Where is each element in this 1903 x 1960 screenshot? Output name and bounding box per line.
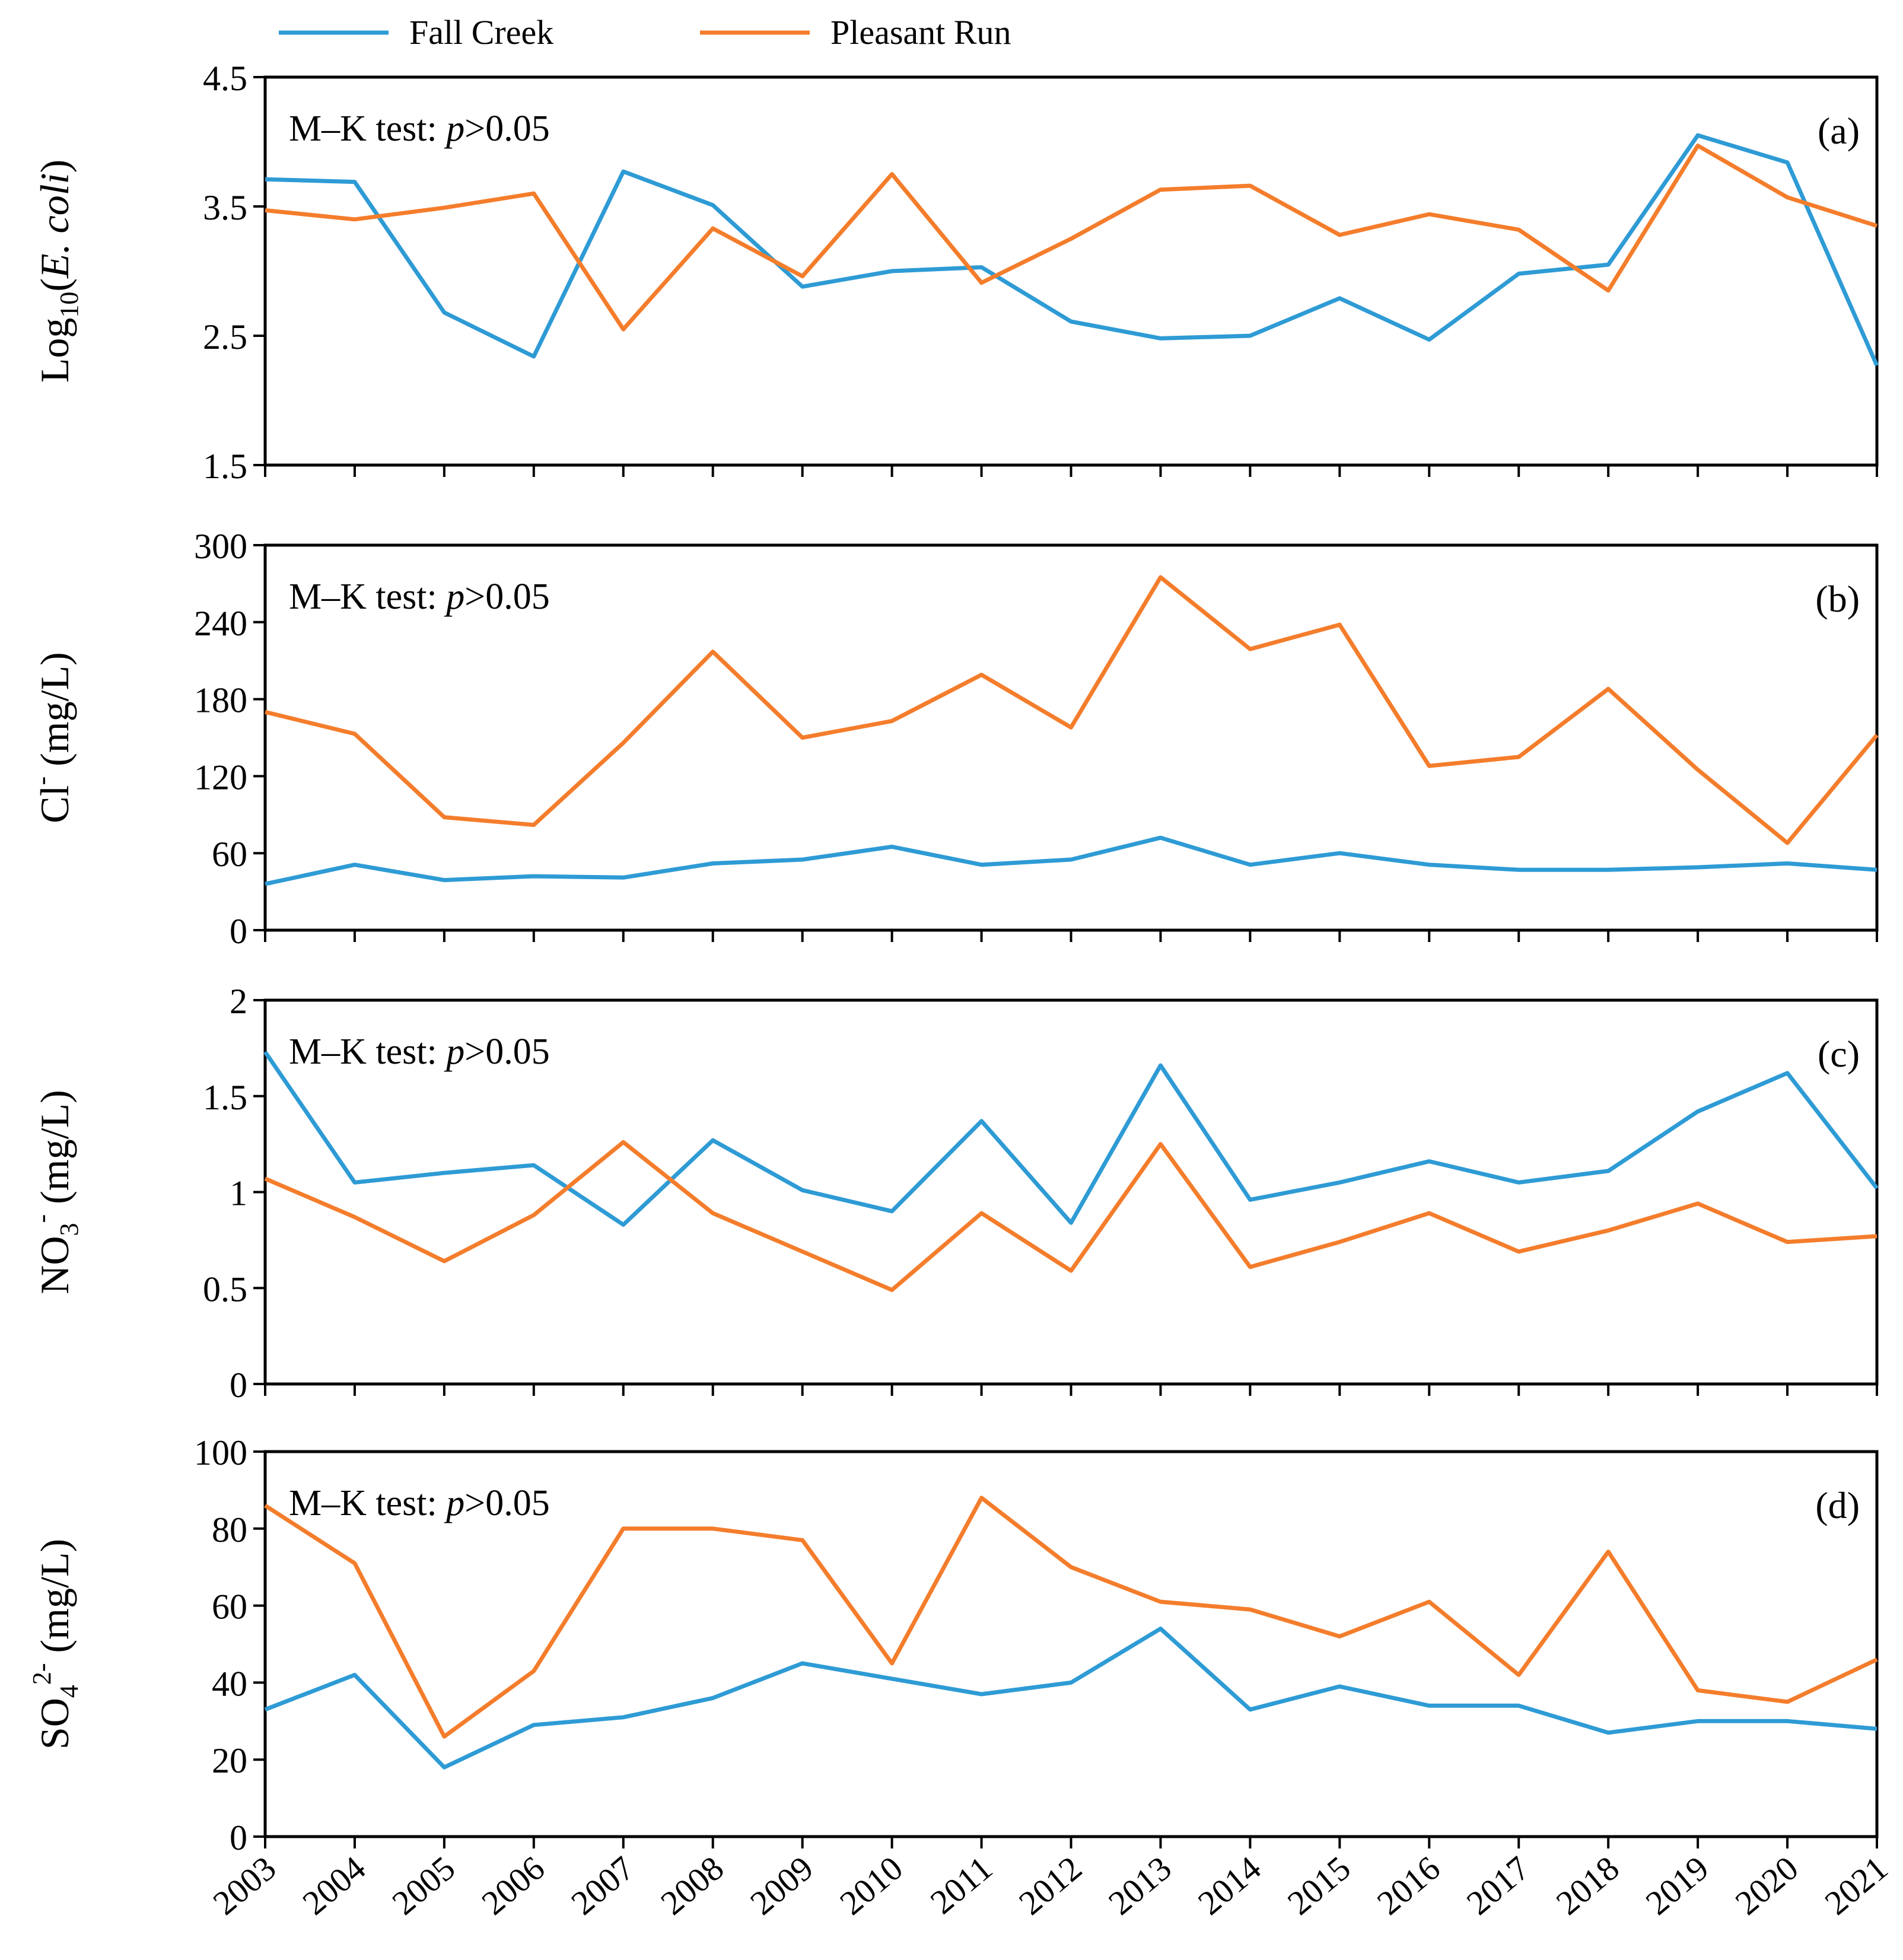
annotation-suffix: >0.05 [464, 1483, 549, 1523]
y-tick-label: 0.5 [203, 1269, 247, 1309]
annotation-p: p [444, 1032, 464, 1072]
mk-test-annotation: M–K test: p>0.05 [289, 577, 550, 617]
x-tick-label: 2005 [385, 1848, 463, 1922]
panel-c: 0 0.5 1 1.5 2 M–K test: p>0.05 (c) NO3- (mg/L) [27, 982, 1879, 1405]
y-tick-label: 100 [194, 1433, 247, 1472]
y-tick-label: 60 [212, 835, 247, 874]
x-tick-label: 2015 [1280, 1848, 1358, 1922]
legend-item: Fall Creek [279, 13, 553, 52]
ylabel-subscript: 4 [55, 1685, 84, 1698]
mk-test-annotation: M–K test: p>0.05 [289, 1483, 550, 1523]
series-line-fall-creek [263, 1051, 1879, 1227]
ylabel-unit: (mg/L) [32, 1539, 77, 1663]
panel-label: (b) [1815, 578, 1860, 620]
x-tick-label: 2009 [743, 1848, 820, 1922]
y-tick-label: 1.5 [203, 1078, 247, 1117]
mk-test-annotation: M–K test: p>0.05 [289, 109, 550, 149]
ylabel-superscript: - [27, 1214, 56, 1223]
series-line-pleasant-run [264, 1140, 1877, 1292]
x-tick-label: 2021 [1818, 1848, 1895, 1922]
ylabel-unit: (mg/L) [32, 1090, 77, 1214]
annotation-suffix: >0.05 [464, 577, 549, 617]
legend-label: Pleasant Run [830, 13, 1011, 52]
ylabel-base: SO [32, 1698, 77, 1749]
y-axis-label: Cl- (mg/L) [27, 652, 77, 823]
legend-label: Fall Creek [409, 13, 553, 52]
x-tick-label: 2017 [1459, 1848, 1537, 1922]
y-tick-label: 1 [230, 1174, 247, 1213]
x-tick-label: 2010 [832, 1848, 910, 1922]
x-tick-label: 2014 [1191, 1848, 1268, 1922]
annotation-suffix: >0.05 [464, 109, 549, 149]
series-line-pleasant-run [265, 144, 1878, 332]
x-tick-label: 2003 [206, 1848, 284, 1922]
series-line-fall-creek [264, 1627, 1877, 1770]
series-line-fall-creek [265, 835, 1877, 886]
ylabel-subscript: 3 [55, 1223, 84, 1236]
series-line-fall-creek [265, 133, 1879, 367]
ylabel-superscript: 2- [27, 1663, 56, 1685]
panel-label: (c) [1818, 1033, 1860, 1075]
x-tick-label: 2012 [1011, 1848, 1089, 1922]
legend-item: Pleasant Run [700, 13, 1011, 52]
y-tick-label: 4.5 [203, 59, 247, 98]
x-tick-label: 2016 [1370, 1848, 1447, 1922]
y-tick-label: 300 [194, 527, 247, 566]
y-tick-label: 0 [230, 1366, 247, 1405]
ylabel-unit: (mg/L) [32, 652, 77, 777]
annotation-p: p [444, 109, 464, 149]
annotation-suffix: >0.05 [464, 1032, 549, 1072]
ylabel-subscript: 10 [55, 292, 84, 318]
ylabel-superscript: - [27, 777, 56, 785]
annotation-prefix: M–K test: [289, 109, 446, 149]
x-tick-label: 2004 [295, 1848, 373, 1922]
y-tick-label: 40 [212, 1664, 247, 1703]
panel-label: (d) [1815, 1484, 1860, 1526]
legend: Fall Creek Pleasant Run [279, 13, 1011, 52]
y-tick-label: 1.5 [203, 447, 247, 486]
y-tick-label: 60 [212, 1587, 247, 1627]
ylabel-paren-open: ( [32, 278, 77, 292]
y-tick-label: 2.5 [203, 317, 247, 357]
annotation-prefix: M–K test: [289, 1483, 446, 1523]
y-tick-label: 180 [194, 681, 247, 720]
panel-d: 0 20 40 60 80 100 M–K test: p>0.05 (d) SO42- (mg… [27, 1433, 1895, 1923]
annotation-prefix: M–K test: [289, 1032, 446, 1072]
x-tick-label: 2008 [653, 1848, 731, 1922]
series-line-pleasant-run [265, 575, 1879, 845]
y-tick-label: 20 [212, 1741, 247, 1780]
y-tick-label: 0 [230, 1818, 247, 1857]
y-tick-label: 80 [212, 1510, 247, 1549]
x-tick-label: 2020 [1728, 1848, 1806, 1922]
y-axis-label: Log10(E. coli) [32, 160, 84, 383]
x-tick-label: 2011 [923, 1848, 1000, 1921]
y-axis-label: NO3- (mg/L) [27, 1090, 84, 1294]
series-line-pleasant-run [264, 1496, 1878, 1739]
x-tick-label: 2007 [564, 1848, 641, 1922]
x-tick-label: 2018 [1549, 1848, 1627, 1922]
y-tick-label: 0 [230, 912, 247, 951]
x-tick-label: 2019 [1638, 1848, 1716, 1922]
annotation-p: p [444, 1483, 464, 1523]
panel-label: (a) [1818, 110, 1860, 152]
x-tick-label: 2013 [1101, 1848, 1179, 1922]
annotation-p: p [444, 577, 464, 617]
y-tick-label: 120 [194, 758, 247, 797]
panel-a: 1.5 2.5 3.5 4.5 M–K test: p>0.05 (a) Log10(E. … [32, 59, 1879, 486]
ylabel-base: NO [32, 1236, 77, 1294]
mk-test-annotation: M–K test: p>0.05 [289, 1032, 550, 1072]
ylabel-base: Log [32, 318, 77, 383]
x-tick-label: 2006 [475, 1848, 552, 1922]
ylabel-paren-close: ) [32, 160, 77, 173]
ylabel-italic: E. coli [32, 173, 77, 279]
y-axis-label: SO42- (mg/L) [27, 1539, 84, 1749]
annotation-prefix: M–K test: [289, 577, 446, 617]
panel-b: 0 60 120 180 240 300 M–K test: p>0.05 (b) Cl- (m… [27, 527, 1879, 951]
y-tick-label: 3.5 [203, 188, 247, 227]
y-tick-label: 240 [194, 604, 247, 643]
ylabel-base: Cl [32, 785, 77, 823]
y-tick-label: 2 [230, 982, 247, 1021]
